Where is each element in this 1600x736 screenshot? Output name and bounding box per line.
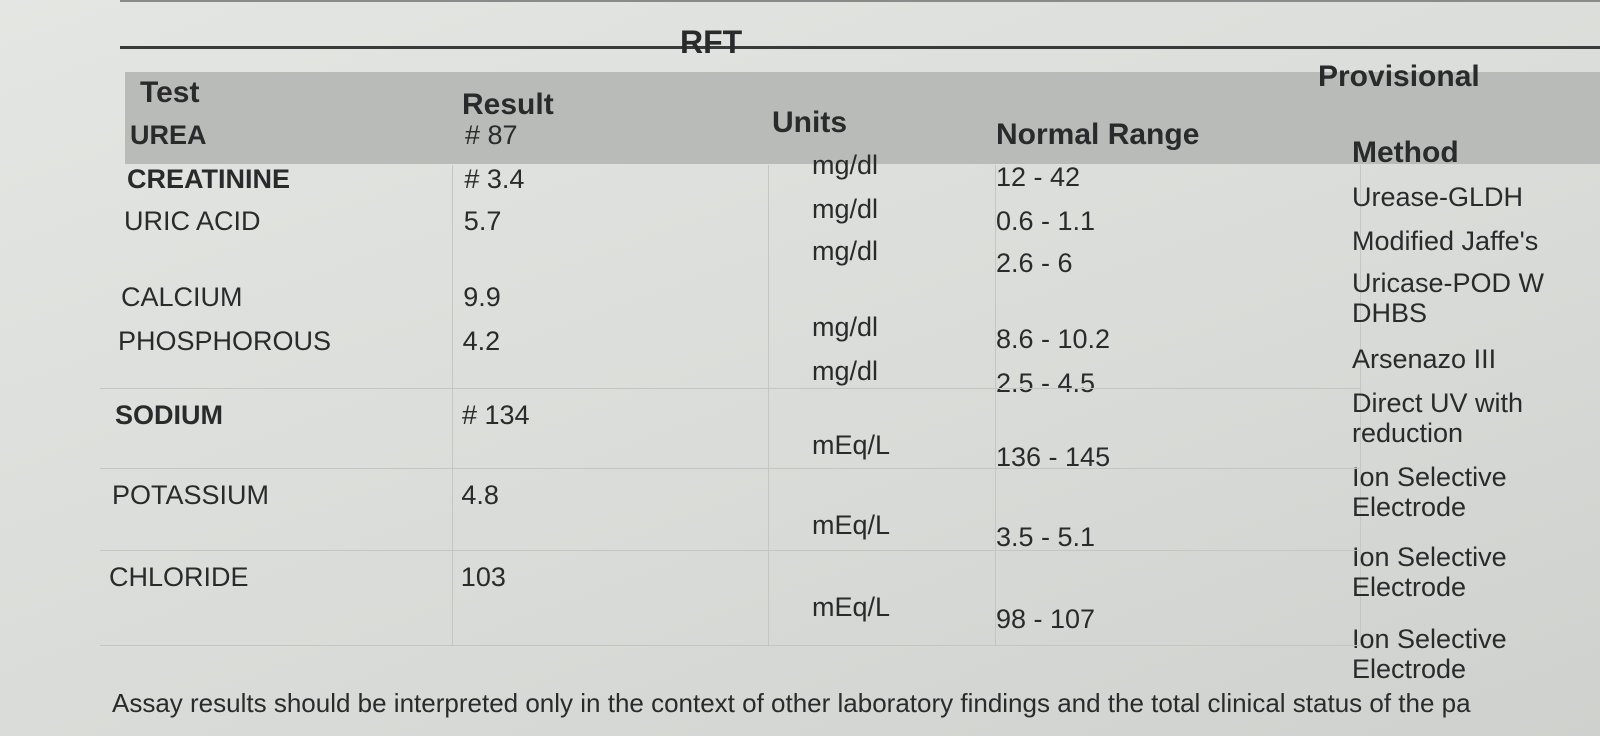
header-band [125,72,1600,164]
row-rule [100,468,1360,469]
result: 9.9 [463,282,501,312]
units: mg/dl [812,312,879,342]
method: Ion Selective Electrode [1352,624,1507,684]
units: mg/dl [812,194,879,224]
rule [120,46,1600,49]
column-rule [452,165,453,645]
test-name: POTASSIUM [112,480,270,510]
normal-range: 2.5 - 4.5 [996,368,1096,398]
method: Modified Jaffe's [1352,226,1539,256]
column-header: Normal Range [996,118,1200,151]
units: mEq/L [812,592,891,622]
test-name: CREATININE [127,164,291,194]
test-name: UREA [130,120,207,150]
result: 5.7 [463,206,502,236]
result: # 3.4 [464,164,525,194]
units: mEq/L [812,430,891,460]
column-header: Units [772,106,847,139]
test-name: SODIUM [115,400,223,430]
method: Direct UV with reduction [1352,388,1524,448]
normal-range: 136 - 145 [996,442,1111,472]
normal-range: 8.6 - 10.2 [996,324,1111,354]
method: Ion Selective Electrode [1352,462,1507,522]
footer-note: Assay results should be interpreted only… [112,688,1471,718]
column-header: Test [140,76,200,109]
column-header: Result [462,88,554,121]
report-status: Provisional [1318,60,1480,93]
units: mg/dl [812,236,879,266]
normal-range: 3.5 - 5.1 [996,522,1096,552]
report-title: RFT [680,24,743,60]
row-rule [100,550,1360,551]
method: Arsenazo III [1352,344,1497,374]
row-rule [100,388,1360,389]
column-rule [1360,165,1361,645]
column-rule [995,165,996,645]
normal-range: 98 - 107 [996,604,1096,634]
result: # 87 [465,120,518,150]
normal-range: 12 - 42 [996,162,1081,192]
result: 103 [460,562,506,592]
method: Ion Selective Electrode [1352,542,1507,602]
normal-range: 2.6 - 6 [996,248,1073,278]
column-rule [768,165,769,645]
units: mg/dl [812,356,879,386]
method: Uricase-POD W DHBS [1352,268,1545,328]
units: mg/dl [812,150,879,180]
result: 4.2 [462,326,501,356]
test-name: CALCIUM [121,282,243,312]
column-header: Method [1352,136,1459,169]
rule [120,0,1600,2]
test-name: CHLORIDE [109,562,249,592]
result: # 134 [462,400,530,430]
normal-range: 0.6 - 1.1 [996,206,1096,236]
test-name: URIC ACID [124,206,261,236]
method: Urease-GLDH [1352,182,1524,212]
row-rule [100,645,1360,646]
units: mEq/L [812,510,891,540]
result: 4.8 [461,480,499,510]
test-name: PHOSPHOROUS [118,326,332,356]
